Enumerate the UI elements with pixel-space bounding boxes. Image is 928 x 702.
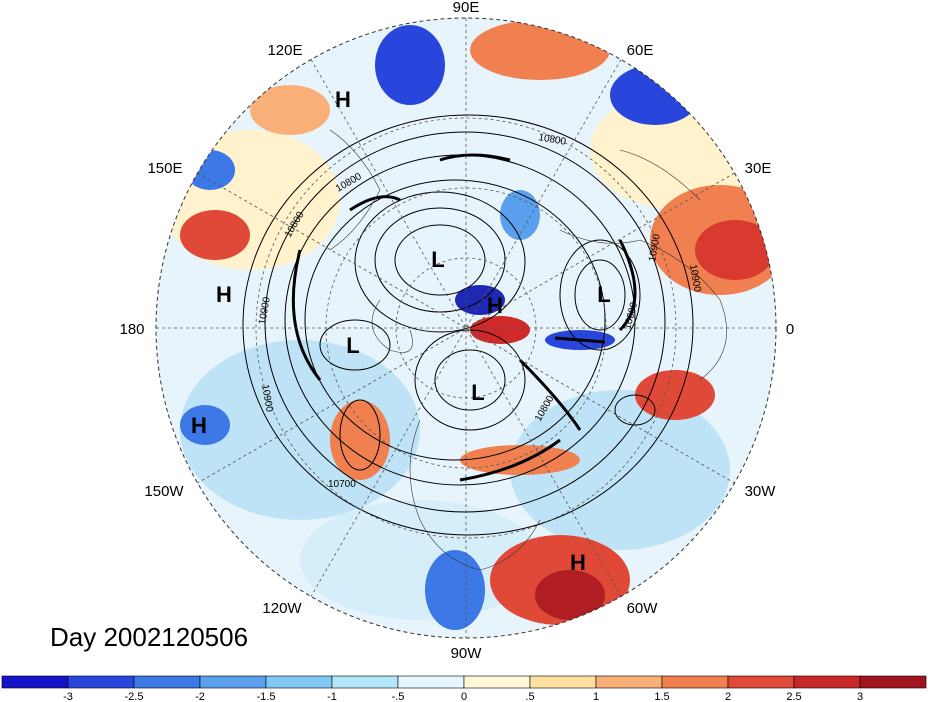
colorbar-tick-label: -2	[195, 691, 205, 702]
colorbar-swatch	[859, 675, 927, 689]
colorbar-tick-label: 3	[857, 691, 863, 702]
colorbar: -3 -2.5 -2 -1.5 -1 -.5 0 .5 1 1.5 2 2.5 3	[1, 675, 927, 702]
colorbar-swatch	[133, 675, 201, 689]
colorbar-swatch	[199, 675, 267, 689]
anomaly-field	[156, 18, 776, 638]
height-contours	[242, 114, 694, 536]
lon-label-180: 180	[119, 321, 144, 338]
colorbar-tick-label: 1	[593, 691, 599, 702]
lon-label-0: 0	[786, 321, 794, 338]
colorbar-tick-label: -3	[63, 691, 73, 702]
coastlines	[329, 129, 727, 571]
contour-label: 10900	[259, 384, 275, 414]
low-alaska: L	[346, 333, 359, 358]
colorbar-swatch	[529, 675, 597, 689]
colorbar-swatch	[463, 675, 531, 689]
lon-label-150w: 150W	[144, 483, 184, 500]
lon-label-60e: 60E	[627, 42, 654, 59]
colorbar-tick-label: 2	[725, 691, 731, 702]
contour-label: 10800	[537, 132, 567, 148]
colorbar-tick-label: -.5	[392, 691, 405, 702]
lon-label-30w: 30W	[745, 483, 777, 500]
graticule	[156, 18, 776, 638]
lon-label-90w: 90W	[451, 645, 483, 662]
colorbar-tick-label: .5	[525, 691, 534, 702]
low-canada: L	[471, 380, 484, 405]
contour-label: 10900	[647, 233, 663, 263]
colorbar-swatch	[595, 675, 663, 689]
colorbar-swatch	[67, 675, 135, 689]
colorbar-swatch	[793, 675, 861, 689]
lon-label-120w: 120W	[262, 600, 302, 617]
lon-label-150e: 150E	[147, 160, 182, 177]
lon-label-120e: 120E	[267, 42, 302, 59]
colorbar-tick-label: 2.5	[786, 691, 801, 702]
colorbar-tick-label: 0	[461, 691, 467, 702]
high-pacific-west: H	[216, 282, 232, 307]
contour-label: 10700	[328, 479, 356, 490]
colorbar-swatch	[397, 675, 465, 689]
colorbar-swatch	[331, 675, 399, 689]
lon-label-30e: 30E	[745, 160, 772, 177]
pressure-centers: H H H H H L L L L	[191, 87, 611, 575]
colorbar-tick-label: -1	[327, 691, 337, 702]
colorbar-tick-label: -2.5	[125, 691, 144, 702]
date-label: Day 2002120506	[50, 622, 248, 652]
lon-label-60w: 60W	[627, 600, 659, 617]
colorbar-tick-label: -1.5	[257, 691, 276, 702]
high-east-asia: H	[335, 87, 351, 112]
colorbar-swatch	[265, 675, 333, 689]
high-pacific-south: H	[191, 413, 207, 438]
high-atlantic-south: H	[570, 550, 586, 575]
low-siberia: L	[431, 247, 444, 272]
jet-contours	[291, 153, 637, 482]
low-europe: L	[597, 282, 610, 307]
colorbar-swatch	[727, 675, 795, 689]
colorbar-swatch	[1, 675, 69, 689]
high-arctic: H	[487, 293, 503, 318]
longitude-labels: 90E 120E 60E 150E 30E 180 0 150W 30W 120…	[119, 0, 794, 662]
lon-label-90e: 90E	[453, 0, 480, 16]
contour-label: 10900	[257, 296, 273, 326]
contour-label: 10900	[687, 264, 703, 294]
map-boundary	[155, 17, 777, 639]
colorbar-swatch	[661, 675, 729, 689]
colorbar-tick-label: 1.5	[654, 691, 669, 702]
